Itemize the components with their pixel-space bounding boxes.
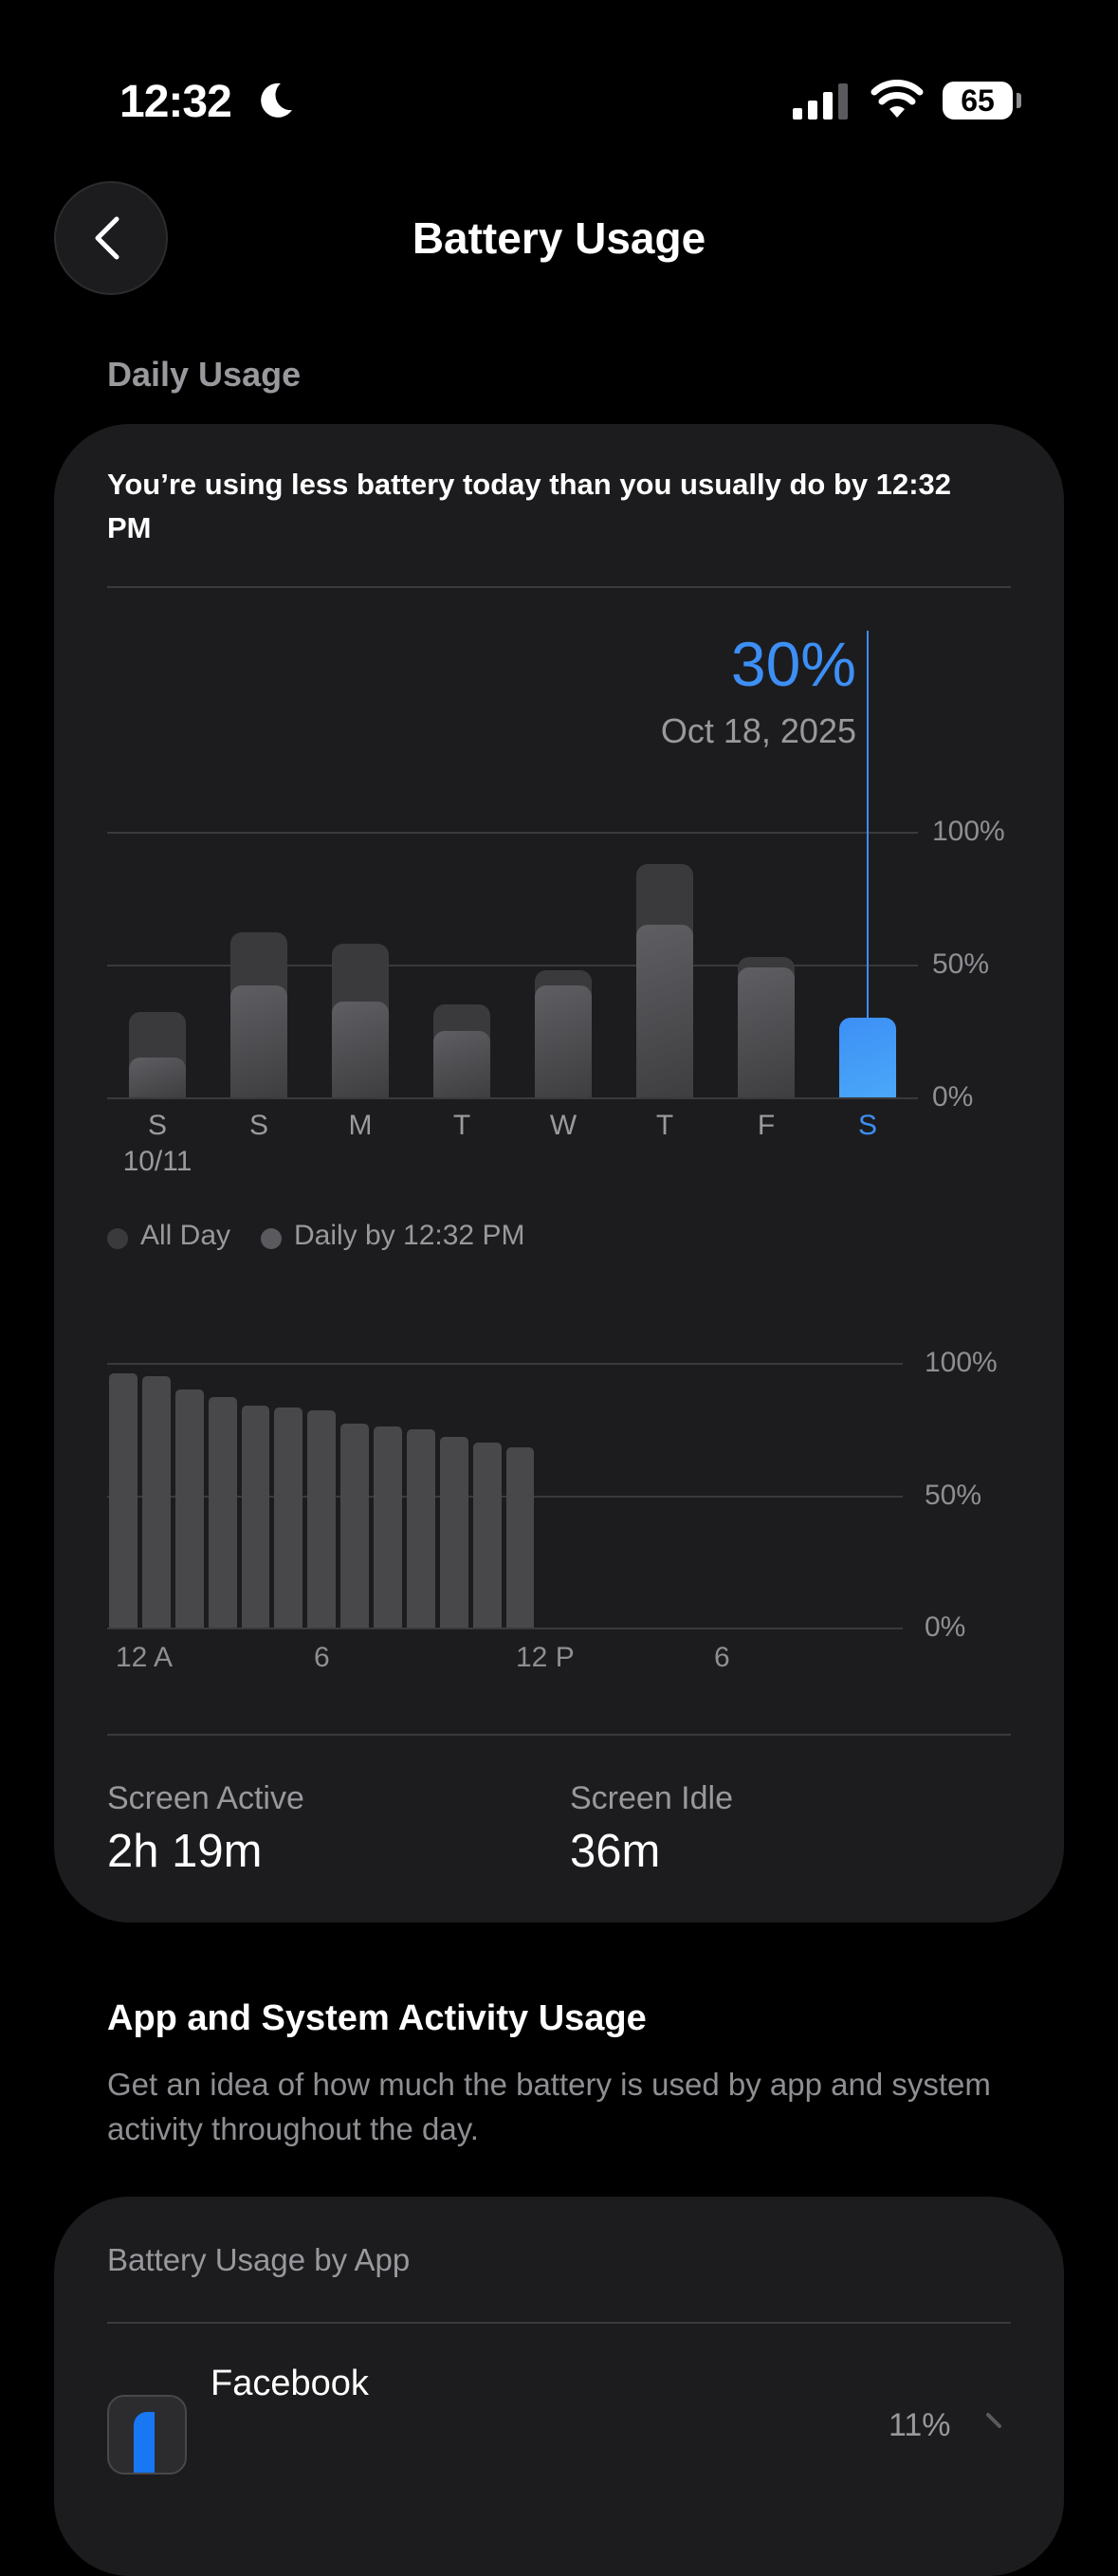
day-label[interactable]: F <box>757 1110 776 1141</box>
hour-bar <box>340 1424 369 1628</box>
legend-all-day: All Day <box>140 1220 231 1251</box>
bar-daily-by <box>230 985 287 1097</box>
screen-idle-value: 36m <box>570 1826 661 1877</box>
bar-daily-by <box>535 985 592 1097</box>
legend-dot-all-day <box>107 1228 128 1249</box>
bar-highlighted <box>839 1018 896 1097</box>
divider <box>107 586 1011 588</box>
y-tick-label: 0% <box>925 1611 966 1643</box>
selected-date: Oct 18, 2025 <box>660 711 856 750</box>
gridline <box>107 965 918 966</box>
activity-description: Get an idea of how much the battery is u… <box>107 2067 991 2146</box>
activity-title: App and System Activity Usage <box>107 1998 647 2038</box>
gridline <box>107 1097 918 1099</box>
divider <box>107 1734 1011 1736</box>
hour-bar <box>109 1373 137 1628</box>
wifi-icon <box>871 80 924 118</box>
facebook-icon <box>107 2395 187 2475</box>
chevron-left-icon <box>95 216 119 260</box>
y-tick-label: 50% <box>932 948 990 980</box>
screen-active-value: 2h 19m <box>107 1826 263 1877</box>
hour-bar <box>406 1428 435 1628</box>
gridline <box>107 1495 903 1498</box>
gridline <box>107 1363 903 1365</box>
y-tick-label: 0% <box>932 1081 974 1113</box>
y-tick-label: 100% <box>925 1347 998 1378</box>
x-tick-label: 6 <box>314 1642 330 1673</box>
x-tick-label: 6 <box>714 1642 730 1673</box>
selected-value: 30% <box>730 629 856 699</box>
divider <box>107 2322 1011 2324</box>
back-button[interactable] <box>54 181 168 295</box>
screen-active-label: Screen Active <box>107 1780 304 1816</box>
hour-bar <box>472 1442 502 1628</box>
hour-bar <box>208 1397 237 1628</box>
hour-bar <box>374 1426 402 1628</box>
hour-bar <box>241 1405 270 1628</box>
day-label[interactable]: S <box>248 1110 268 1141</box>
bar-daily-by <box>332 1002 389 1097</box>
x-tick-label: 12 P <box>516 1642 575 1673</box>
status-time: 12:32 <box>119 77 232 127</box>
hour-bar <box>307 1410 337 1628</box>
hour-bar <box>174 1389 204 1628</box>
hour-bar <box>274 1408 303 1628</box>
gridline <box>107 832 918 834</box>
legend-daily-by: Daily by 12:32 PM <box>294 1220 525 1251</box>
moon-icon <box>261 83 292 118</box>
cellular-signal-icon <box>793 83 848 120</box>
app-percent: 11% <box>889 2407 951 2443</box>
selection-line <box>867 631 869 1018</box>
gridline <box>107 1628 903 1629</box>
legend-dot-daily-by <box>261 1228 282 1249</box>
day-label[interactable]: T <box>452 1110 471 1141</box>
bar-daily-by <box>129 1058 186 1097</box>
bar-daily-by <box>636 925 693 1097</box>
date-sub-label: 10/11 <box>122 1146 192 1177</box>
by-app-title: Battery Usage by App <box>107 2242 411 2277</box>
hour-bar <box>439 1437 468 1628</box>
battery-cap <box>1017 93 1021 108</box>
page-title: Battery Usage <box>412 213 706 263</box>
day-label[interactable]: S <box>857 1110 877 1141</box>
day-label[interactable]: S <box>147 1110 167 1141</box>
x-tick-label: 12 A <box>116 1642 174 1673</box>
hour-bar <box>141 1375 171 1628</box>
y-tick-label: 50% <box>925 1479 982 1511</box>
bar-daily-by <box>738 966 795 1097</box>
y-tick-label: 100% <box>932 816 1005 847</box>
day-label[interactable]: W <box>549 1110 577 1141</box>
hour-bar <box>505 1447 535 1628</box>
chevron-right-icon[interactable] <box>982 2409 1005 2438</box>
battery-indicator: 65 <box>943 82 1013 120</box>
daily-usage-card <box>54 424 1064 1923</box>
screen-idle-label: Screen Idle <box>570 1780 733 1816</box>
day-label[interactable]: T <box>655 1110 674 1141</box>
section-label-daily-usage: Daily Usage <box>107 355 302 394</box>
day-label[interactable]: M <box>348 1110 373 1141</box>
app-row-facebook[interactable]: Facebook <box>211 2364 369 2403</box>
usage-summary: You’re using less battery today than you… <box>107 468 952 544</box>
bar-daily-by <box>433 1031 490 1097</box>
